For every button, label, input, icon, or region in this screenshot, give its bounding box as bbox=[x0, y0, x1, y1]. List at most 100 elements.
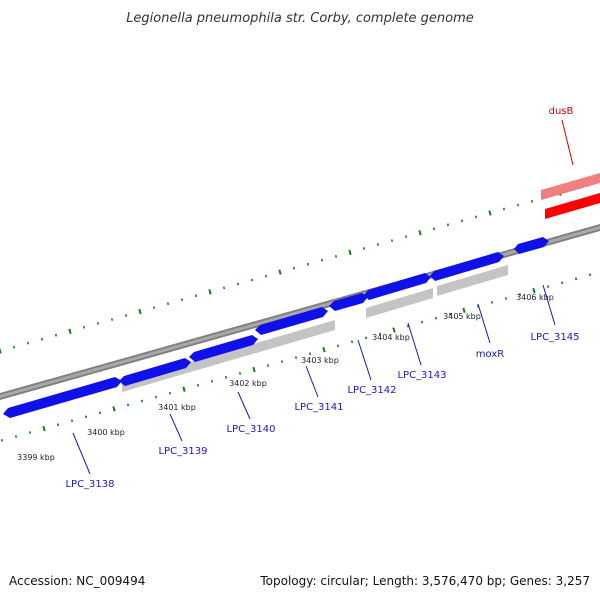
kbp-tick-label: 3402 kbp bbox=[229, 379, 267, 388]
outer-ring-minor-tick bbox=[26, 341, 30, 345]
inner-ring-major-tick bbox=[182, 386, 186, 392]
inner-ring-minor-tick bbox=[406, 324, 410, 328]
outer-ring-major-tick bbox=[0, 348, 2, 354]
outer-ring-minor-tick bbox=[376, 243, 380, 246]
gene-label-lpc3140[interactable]: LPC_3140 bbox=[226, 424, 275, 435]
leader-lpc3139 bbox=[169, 413, 183, 442]
outer-ring-minor-tick bbox=[166, 302, 170, 306]
outer-ring-minor-tick bbox=[264, 274, 268, 278]
gene-feature-lpc3143[interactable] bbox=[364, 273, 431, 300]
map-title: Legionella pneumophila str. Corby, compl… bbox=[126, 11, 474, 26]
inner-ring-minor-tick bbox=[56, 423, 60, 427]
kbp-tick-label: 3406 kbp bbox=[516, 293, 554, 302]
kbp-tick-label: 3405 kbp bbox=[443, 312, 481, 321]
outer-ring-minor-tick bbox=[516, 203, 520, 207]
kbp-tick-label: 3404 kbp bbox=[372, 333, 410, 342]
inner-ring-minor-tick bbox=[280, 360, 284, 363]
inner-ring-minor-tick bbox=[98, 411, 102, 415]
gene-label-dusb[interactable]: dusB bbox=[549, 106, 574, 117]
gene-feature-lpc3142[interactable] bbox=[329, 293, 368, 311]
reverse-strand-features bbox=[122, 173, 600, 392]
leader-lpc3138 bbox=[72, 432, 91, 475]
outer-ring-major-tick bbox=[348, 249, 352, 256]
outer-ring-minor-tick bbox=[152, 306, 156, 309]
inner-ring-minor-tick bbox=[210, 379, 214, 383]
outer-ring-minor-tick bbox=[250, 278, 254, 282]
leader-lpc3140 bbox=[237, 391, 251, 420]
gene-feature-lpc3143-rev[interactable] bbox=[437, 265, 508, 296]
inner-ring-minor-tick bbox=[476, 305, 480, 308]
gene-feature-lpc3139-fwd[interactable] bbox=[119, 358, 191, 386]
inner-ring-minor-tick bbox=[84, 415, 88, 419]
kbp-tick-label: 3401 kbp bbox=[158, 403, 196, 412]
leader-moxr bbox=[477, 303, 491, 344]
outer-ring-minor-tick bbox=[40, 337, 44, 341]
inner-ring-minor-tick bbox=[168, 391, 172, 395]
gene-feature-dusb[interactable] bbox=[545, 193, 600, 219]
outer-ring-minor-tick bbox=[96, 322, 100, 325]
kbp-tick-label: 3403 kbp bbox=[301, 356, 339, 365]
gene-label-lpc3143[interactable]: LPC_3143 bbox=[397, 370, 446, 381]
inner-ring-minor-tick bbox=[70, 419, 74, 423]
inner-ring-minor-tick bbox=[294, 356, 298, 359]
forward-strand-features bbox=[3, 237, 549, 418]
inner-ring-major-tick bbox=[42, 425, 46, 432]
inner-ring-minor-tick bbox=[518, 293, 522, 296]
inner-ring-minor-tick bbox=[308, 352, 312, 356]
gene-feature-dusb-shadow[interactable] bbox=[541, 173, 600, 200]
inner-ring-minor-tick bbox=[546, 285, 550, 288]
outer-ring-major-tick bbox=[278, 269, 282, 275]
inner-ring-minor-tick bbox=[350, 340, 354, 344]
leader-dusb bbox=[561, 119, 574, 166]
leader-lpc3141 bbox=[305, 365, 319, 398]
outer-ring-minor-tick bbox=[530, 199, 534, 203]
leader-lpc3142 bbox=[357, 339, 372, 381]
gene-feature-lpc3139[interactable] bbox=[122, 320, 335, 392]
outer-ring-minor-tick bbox=[502, 207, 506, 211]
gene-label-lpc3142[interactable]: LPC_3142 bbox=[347, 385, 396, 396]
inner-ring-minor-tick bbox=[574, 277, 578, 281]
inner-ring-major-tick bbox=[462, 307, 466, 313]
gene-feature-lpc3141[interactable] bbox=[255, 307, 328, 335]
inner-ring-minor-tick bbox=[378, 332, 382, 336]
outer-ring-minor-tick bbox=[362, 247, 366, 250]
leader-lpc3143 bbox=[407, 322, 422, 366]
gene-feature-lpc3138[interactable] bbox=[3, 377, 122, 418]
outer-ring-minor-tick bbox=[180, 298, 184, 302]
outer-ring-minor-tick bbox=[306, 262, 310, 266]
outer-ring-minor-tick bbox=[404, 235, 408, 238]
accession-label: Accession: NC_009494 bbox=[9, 574, 146, 588]
kbp-tick-label: 3400 kbp bbox=[87, 428, 125, 437]
outer-ring-major-tick bbox=[488, 210, 492, 216]
inner-ring-minor-tick bbox=[364, 336, 368, 340]
inner-ring-minor-tick bbox=[196, 383, 200, 387]
outer-ring-major-tick bbox=[138, 308, 142, 315]
gene-feature-lpc3140[interactable] bbox=[189, 335, 258, 362]
outer-ring-minor-tick bbox=[432, 227, 436, 231]
gene-label-lpc3145[interactable]: LPC_3145 bbox=[530, 332, 579, 343]
gene-labels: LPC_3138 LPC_3139 LPC_3140 LPC_3141 LPC_… bbox=[65, 106, 579, 490]
inner-ring-minor-tick bbox=[0, 439, 4, 442]
gene-label-lpc3141[interactable]: LPC_3141 bbox=[294, 402, 343, 413]
inner-ring-major-tick bbox=[392, 327, 396, 333]
tick-labels: 3399 kbp 3400 kbp 3401 kbp 3402 kbp 3403 kbp… bbox=[17, 293, 554, 462]
outer-ring-minor-tick bbox=[320, 258, 324, 262]
outer-ring-major-tick bbox=[68, 328, 72, 334]
inner-ring-minor-tick bbox=[154, 395, 158, 399]
gene-label-lpc3139[interactable]: LPC_3139 bbox=[158, 446, 207, 457]
inner-ring-minor-tick bbox=[588, 273, 592, 277]
leader-lpc3145 bbox=[542, 284, 556, 326]
inner-ring-major-tick bbox=[532, 287, 536, 294]
gene-feature-lpc3145[interactable] bbox=[514, 237, 549, 254]
outer-ring-minor-tick bbox=[390, 239, 394, 242]
gene-feature-lpc3142-rev[interactable] bbox=[366, 288, 433, 318]
outer-ring-minor-tick bbox=[124, 314, 128, 317]
gene-label-lpc3138[interactable]: LPC_3138 bbox=[65, 479, 114, 490]
inner-ring-minor-tick bbox=[140, 399, 144, 403]
gene-label-moxr[interactable]: moxR bbox=[476, 349, 504, 360]
inner-ring-major-tick bbox=[252, 366, 256, 373]
outer-ring-minor-tick bbox=[194, 294, 198, 298]
gene-feature-moxr[interactable] bbox=[430, 252, 504, 281]
outer-ring-minor-tick bbox=[82, 325, 86, 329]
